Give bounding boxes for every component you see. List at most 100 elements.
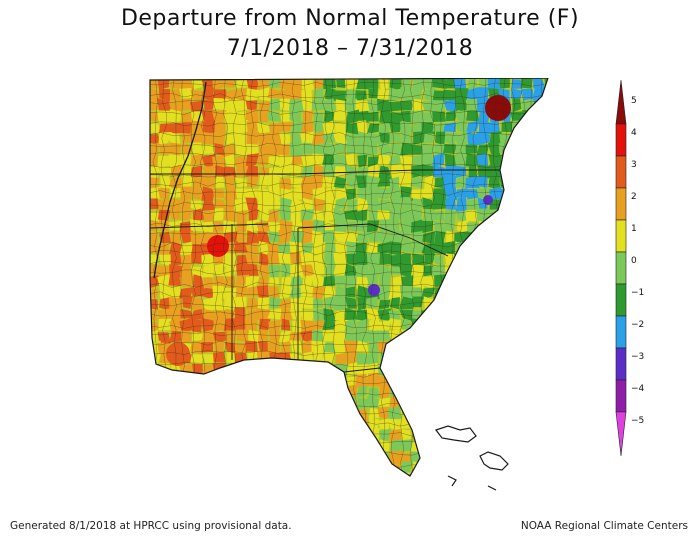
county-cell: [410, 384, 424, 399]
county-cell: [235, 439, 249, 452]
legend-tick-label: 2: [631, 192, 637, 202]
county-cell: [444, 132, 458, 146]
county-cell: [157, 155, 172, 168]
county-cell: [445, 408, 456, 420]
county-cell: [150, 177, 160, 190]
county-cell: [224, 440, 236, 453]
county-cell: [391, 472, 402, 476]
county-cell: [400, 100, 414, 111]
county-boundary: [529, 78, 536, 476]
county-cell: [333, 461, 347, 475]
county-cell: [555, 419, 558, 430]
county-cell: [542, 297, 548, 309]
county-cell: [169, 483, 182, 497]
county-cell: [433, 255, 444, 267]
county-cell: [411, 409, 424, 421]
county-cell: [214, 485, 226, 497]
county-cell: [421, 287, 436, 300]
county-cell: [488, 154, 502, 168]
county-cell: [391, 276, 402, 288]
county-cell: [257, 297, 270, 311]
county-cell: [534, 253, 544, 266]
county-cell: [345, 253, 359, 267]
county-cell: [289, 363, 303, 376]
county-cell: [421, 143, 435, 155]
county-cell: [410, 354, 425, 366]
legend-tick-label: 4: [631, 128, 637, 138]
county-cell: [555, 232, 558, 243]
county-cell: [323, 474, 335, 476]
county-cell: [444, 297, 457, 311]
county-cell: [443, 329, 456, 342]
county-cell: [182, 472, 194, 476]
county-cell: [289, 385, 301, 399]
county-cell: [533, 462, 546, 473]
county-cell: [246, 176, 259, 188]
county-cell: [268, 156, 282, 166]
county-cell: [311, 330, 326, 342]
county-cell: [488, 319, 501, 333]
county-cell: [434, 231, 446, 245]
county-cell: [234, 483, 247, 496]
county-cell: [520, 462, 533, 475]
county-cell: [157, 406, 171, 421]
county-cell: [424, 252, 436, 266]
county-cell: [334, 166, 348, 177]
county-cell: [434, 407, 445, 421]
county-cell: [479, 309, 491, 322]
county-cell: [345, 484, 359, 497]
county-cell: [511, 395, 523, 410]
county-cell: [366, 123, 380, 135]
legend-tick-label: 3: [631, 160, 637, 170]
county-cell: [523, 375, 533, 387]
county-cell: [377, 176, 392, 187]
county-cell: [499, 386, 513, 398]
county-cell: [267, 429, 282, 441]
county-cell: [311, 420, 326, 431]
county-cell: [476, 208, 489, 223]
county-cell: [556, 473, 558, 487]
county-cell: [157, 463, 170, 475]
county-cell: [499, 351, 513, 365]
county-cell: [499, 374, 511, 386]
county-cell: [333, 252, 348, 264]
county-cell: [489, 297, 501, 310]
county-cell: [356, 318, 369, 332]
county-cell: [545, 307, 548, 319]
county-cell: [412, 296, 424, 308]
county-cell: [556, 142, 558, 155]
county-boundary: [150, 132, 548, 138]
county-cell: [180, 419, 193, 430]
county-cell: [476, 341, 489, 353]
county-cell: [468, 285, 479, 300]
legend-tick-label: −3: [631, 352, 644, 362]
county-cell: [498, 473, 512, 476]
county-cell: [203, 461, 215, 476]
county-cell: [323, 484, 337, 495]
county-cell: [379, 132, 392, 145]
county-cell: [213, 263, 224, 277]
county-cell: [369, 318, 381, 332]
county-cell: [356, 473, 367, 476]
county-cell: [301, 440, 314, 452]
county-cell: [553, 221, 558, 232]
county-cell: [476, 277, 490, 288]
county-cell: [534, 230, 545, 243]
legend-swatch: [615, 251, 627, 285]
county-cell: [267, 462, 279, 474]
county-cell: [201, 110, 216, 122]
county-cell: [390, 364, 403, 376]
county-cell: [446, 396, 458, 409]
county-cell: [466, 318, 480, 331]
county-cell: [443, 486, 455, 497]
county-cell: [421, 111, 435, 122]
county-cell: [531, 474, 546, 476]
county-cell: [410, 318, 425, 333]
county-cell: [543, 340, 548, 354]
county-cell: [544, 461, 548, 475]
county-boundary: [150, 181, 548, 187]
county-cell: [333, 176, 347, 189]
legend-tick-label: −4: [631, 384, 645, 394]
county-cell: [150, 385, 161, 398]
county-cell: [366, 132, 381, 145]
